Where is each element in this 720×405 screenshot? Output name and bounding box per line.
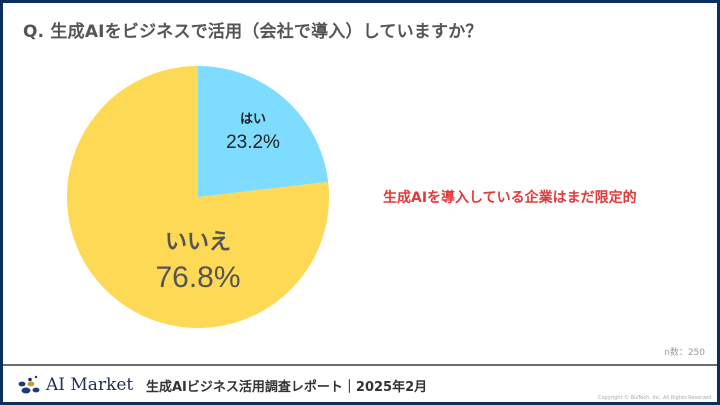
slice-label-no: いいえ (165, 230, 231, 255)
ai-market-logo: AI Market (17, 375, 133, 395)
sample-size: n数：250 (664, 348, 705, 358)
dots-logo-icon (18, 375, 40, 394)
logo-text: AI Market (46, 375, 134, 395)
question-title: Q. 生成AIをビジネスで活用（会社で導入）していますか？ (23, 22, 483, 42)
report-title: 生成AIビジネス活用調査レポート｜2025年2月 (146, 380, 428, 395)
footer-divider (3, 364, 717, 366)
slide: Q. 生成AIをビジネスで活用（会社で導入）していますか？ はい 23.2% い… (3, 3, 717, 402)
slice-value-no: 76.8% (155, 261, 240, 294)
slice-value-yes: 23.2% (226, 132, 280, 153)
pie-slice-no (66, 66, 329, 328)
footer: AI Market 生成AIビジネス活用調査レポート｜2025年2月 Copyr… (3, 366, 717, 402)
pie-chart: はい 23.2% いいえ 76.8% (66, 66, 329, 328)
slice-label-yes: はい (240, 112, 266, 127)
pie-slice-yes (198, 66, 329, 197)
copyright: Copyright © BizTech, Inc. All Rights Res… (597, 395, 713, 401)
callout-text: 生成AIを導入している企業はまだ限定的 (383, 190, 637, 206)
